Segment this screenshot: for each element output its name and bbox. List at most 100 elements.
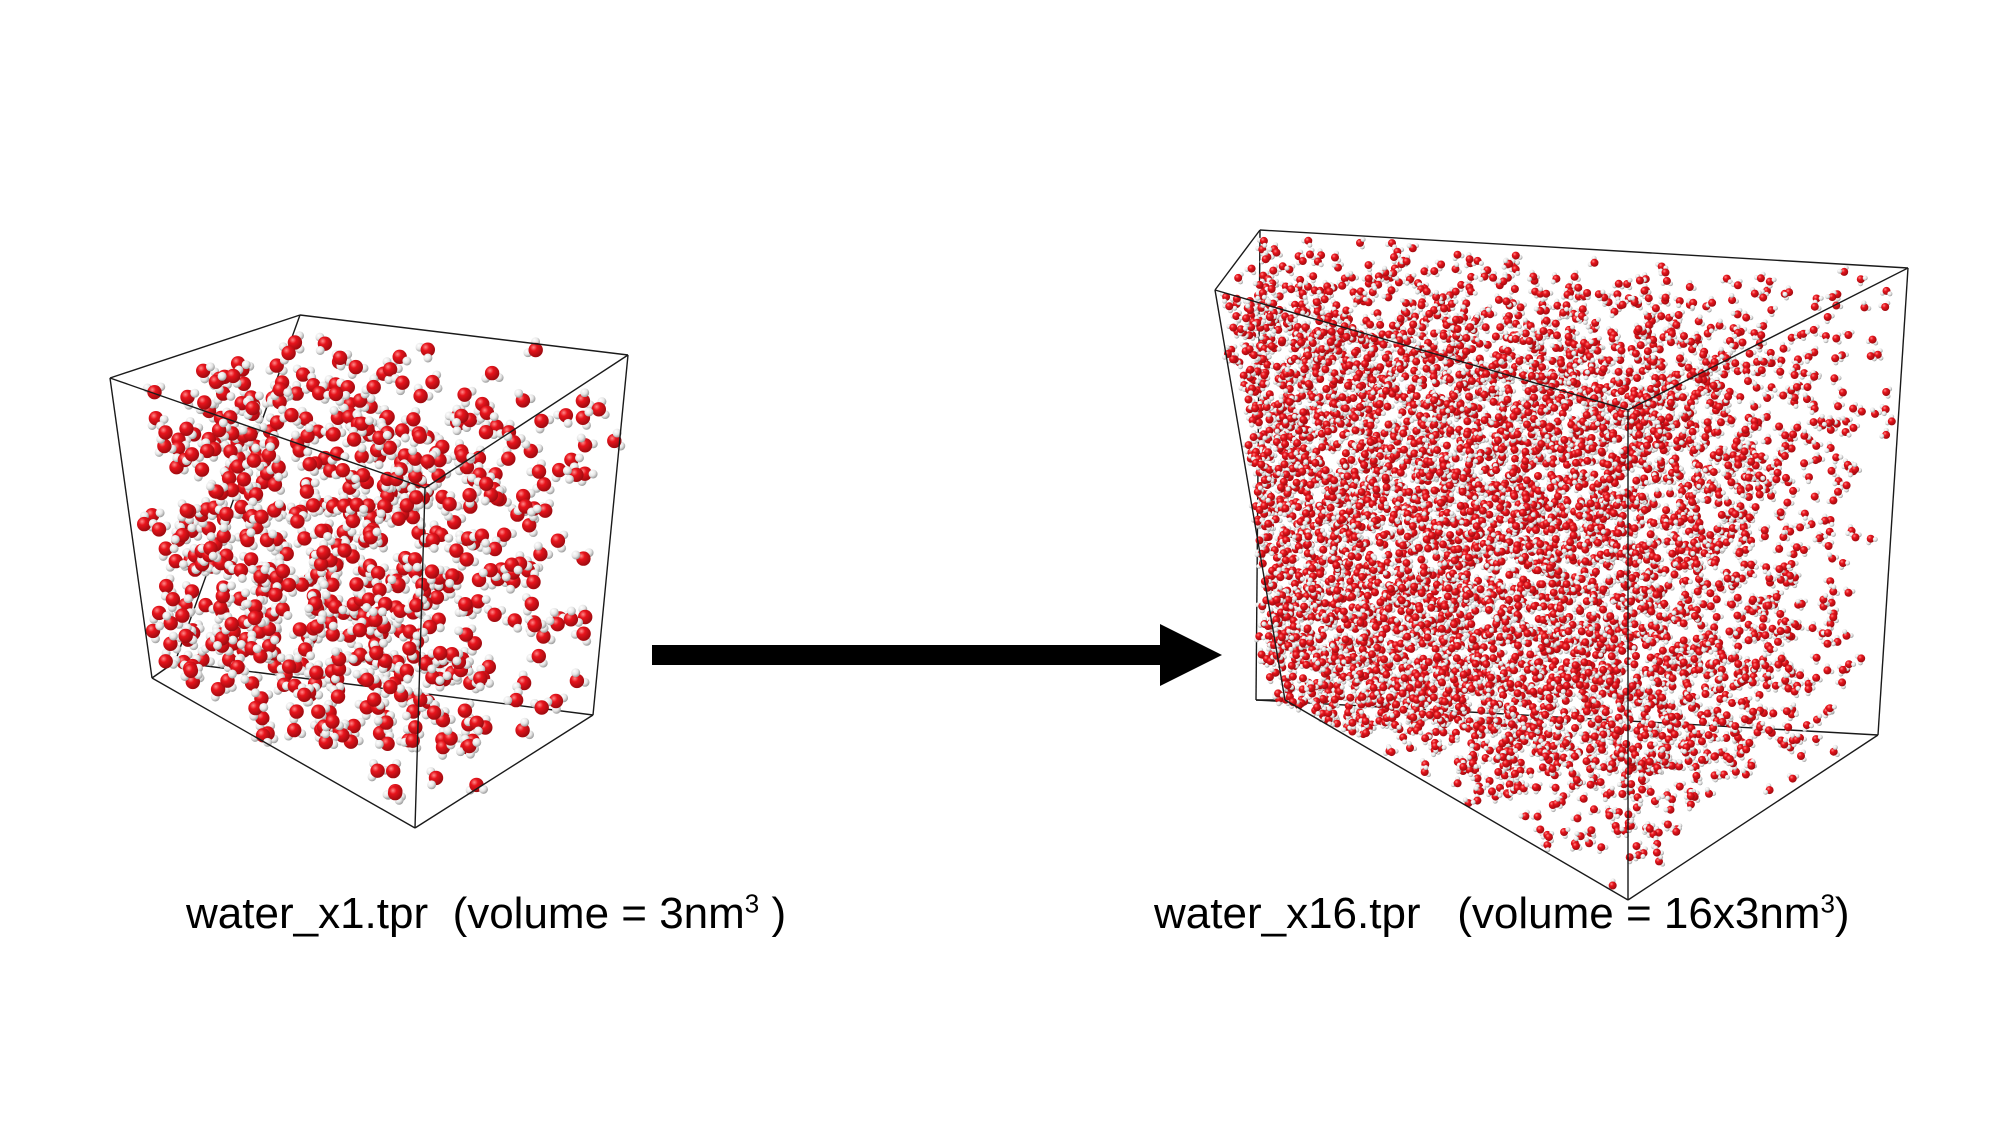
oxygen-atom [485,366,499,380]
water-molecule [156,421,173,443]
hydrogen-atom [306,651,315,660]
hydrogen-atom [417,520,426,529]
hydrogen-atom [513,624,522,633]
hydrogen-atom [305,423,314,432]
hydrogen-atom [534,542,543,551]
hydrogen-atom [227,581,236,590]
oxygen-atom [479,477,493,491]
hydrogen-atom [179,560,188,569]
hydrogen-atom [241,588,250,597]
hydrogen-atom [206,362,215,371]
oxygen-atom [331,689,345,703]
hydrogen-atom [506,585,515,594]
hydrogen-atom [1417,386,1422,391]
hydrogen-atom [226,392,235,401]
hydrogen-atom [274,473,283,482]
hydrogen-atom [268,530,277,539]
water-molecule [149,519,171,537]
oxygen-atom [1675,311,1683,319]
oxygen-atom [1495,296,1503,304]
hydrogen-atom [316,346,325,355]
hydrogen-atom [403,675,412,684]
oxygen-atom [525,597,539,611]
oxygen-atom [427,705,441,719]
oxygen-atom [349,577,363,591]
hydrogen-atom [577,434,586,443]
oxygen-atom [290,514,304,528]
oxygen-atom [487,608,501,622]
hydrogen-atom [277,653,286,662]
oxygen-atom [219,507,233,521]
hydrogen-atom [1400,298,1405,303]
hydrogen-atom [329,622,338,631]
hydrogen-atom [375,460,384,469]
oxygen-atom [388,786,402,800]
hydrogen-atom [402,711,411,720]
hydrogen-atom [283,388,292,397]
oxygen-atom [458,704,472,718]
hydrogen-atom [255,391,264,400]
hydrogen-atom [213,641,222,650]
oxygen-atom [336,463,350,477]
hydrogen-atom [219,418,228,427]
hydrogen-atom [359,505,368,514]
oxygen-atom [311,705,325,719]
oxygen-atom [245,401,259,415]
water-molecule [1306,272,1317,283]
hydrogen-atom [394,467,403,476]
oxygen-atom [528,618,542,632]
hydrogen-atom [379,639,388,648]
hydrogen-atom [520,718,529,727]
hydrogen-atom [454,626,463,635]
water-molecule [443,726,463,745]
water-molecule [481,366,503,383]
hydrogen-atom [567,607,576,616]
oxygen-atom [276,564,290,578]
oxygen-atom [1430,267,1438,275]
oxygen-atom [367,692,381,706]
hydrogen-atom [242,360,251,369]
water-molecule [1356,237,1366,249]
water-molecule [146,622,164,644]
water-molecule [526,649,547,668]
hydrogen-atom [452,418,461,427]
hydrogen-atom [1433,340,1438,345]
oxygen-atom [159,579,173,593]
water-molecule [522,593,539,615]
oxygen-atom [535,700,549,714]
water-molecule [576,388,595,409]
water-molecule [368,759,385,781]
hydrogen-atom [584,408,593,417]
water-molecule [571,627,591,646]
oxygen-atom [225,617,239,631]
oxygen-atom [179,629,193,643]
oxygen-atom [346,514,360,528]
hydrogen-atom [1307,243,1312,248]
water-molecule [1301,237,1312,248]
hydrogen-atom [1515,271,1520,276]
hydrogen-atom [479,568,488,577]
hydrogen-atom [481,497,490,506]
hydrogen-atom [275,499,284,508]
large-water-box [1215,230,1908,900]
oxygen-atom [1512,252,1520,260]
hydrogen-atom [413,687,422,696]
water-molecule [502,613,522,632]
water-molecule [182,581,199,603]
hydrogen-atom [311,478,320,487]
oxygen-atom [370,764,384,778]
oxygen-atom [413,389,427,403]
water-molecule [383,786,404,805]
oxygen-atom [1331,254,1339,262]
oxygen-atom [413,430,427,444]
water-molecule [1467,273,1478,284]
water-molecule [1551,272,1561,284]
oxygen-atom [551,534,565,548]
oxygen-atom [282,659,296,673]
hydrogen-atom [238,574,247,583]
hydrogen-atom [1479,261,1484,266]
large-box-water-molecules [1220,237,1896,890]
water-molecule [551,530,569,552]
hydrogen-atom [430,544,439,553]
oxygen-atom [248,611,262,625]
